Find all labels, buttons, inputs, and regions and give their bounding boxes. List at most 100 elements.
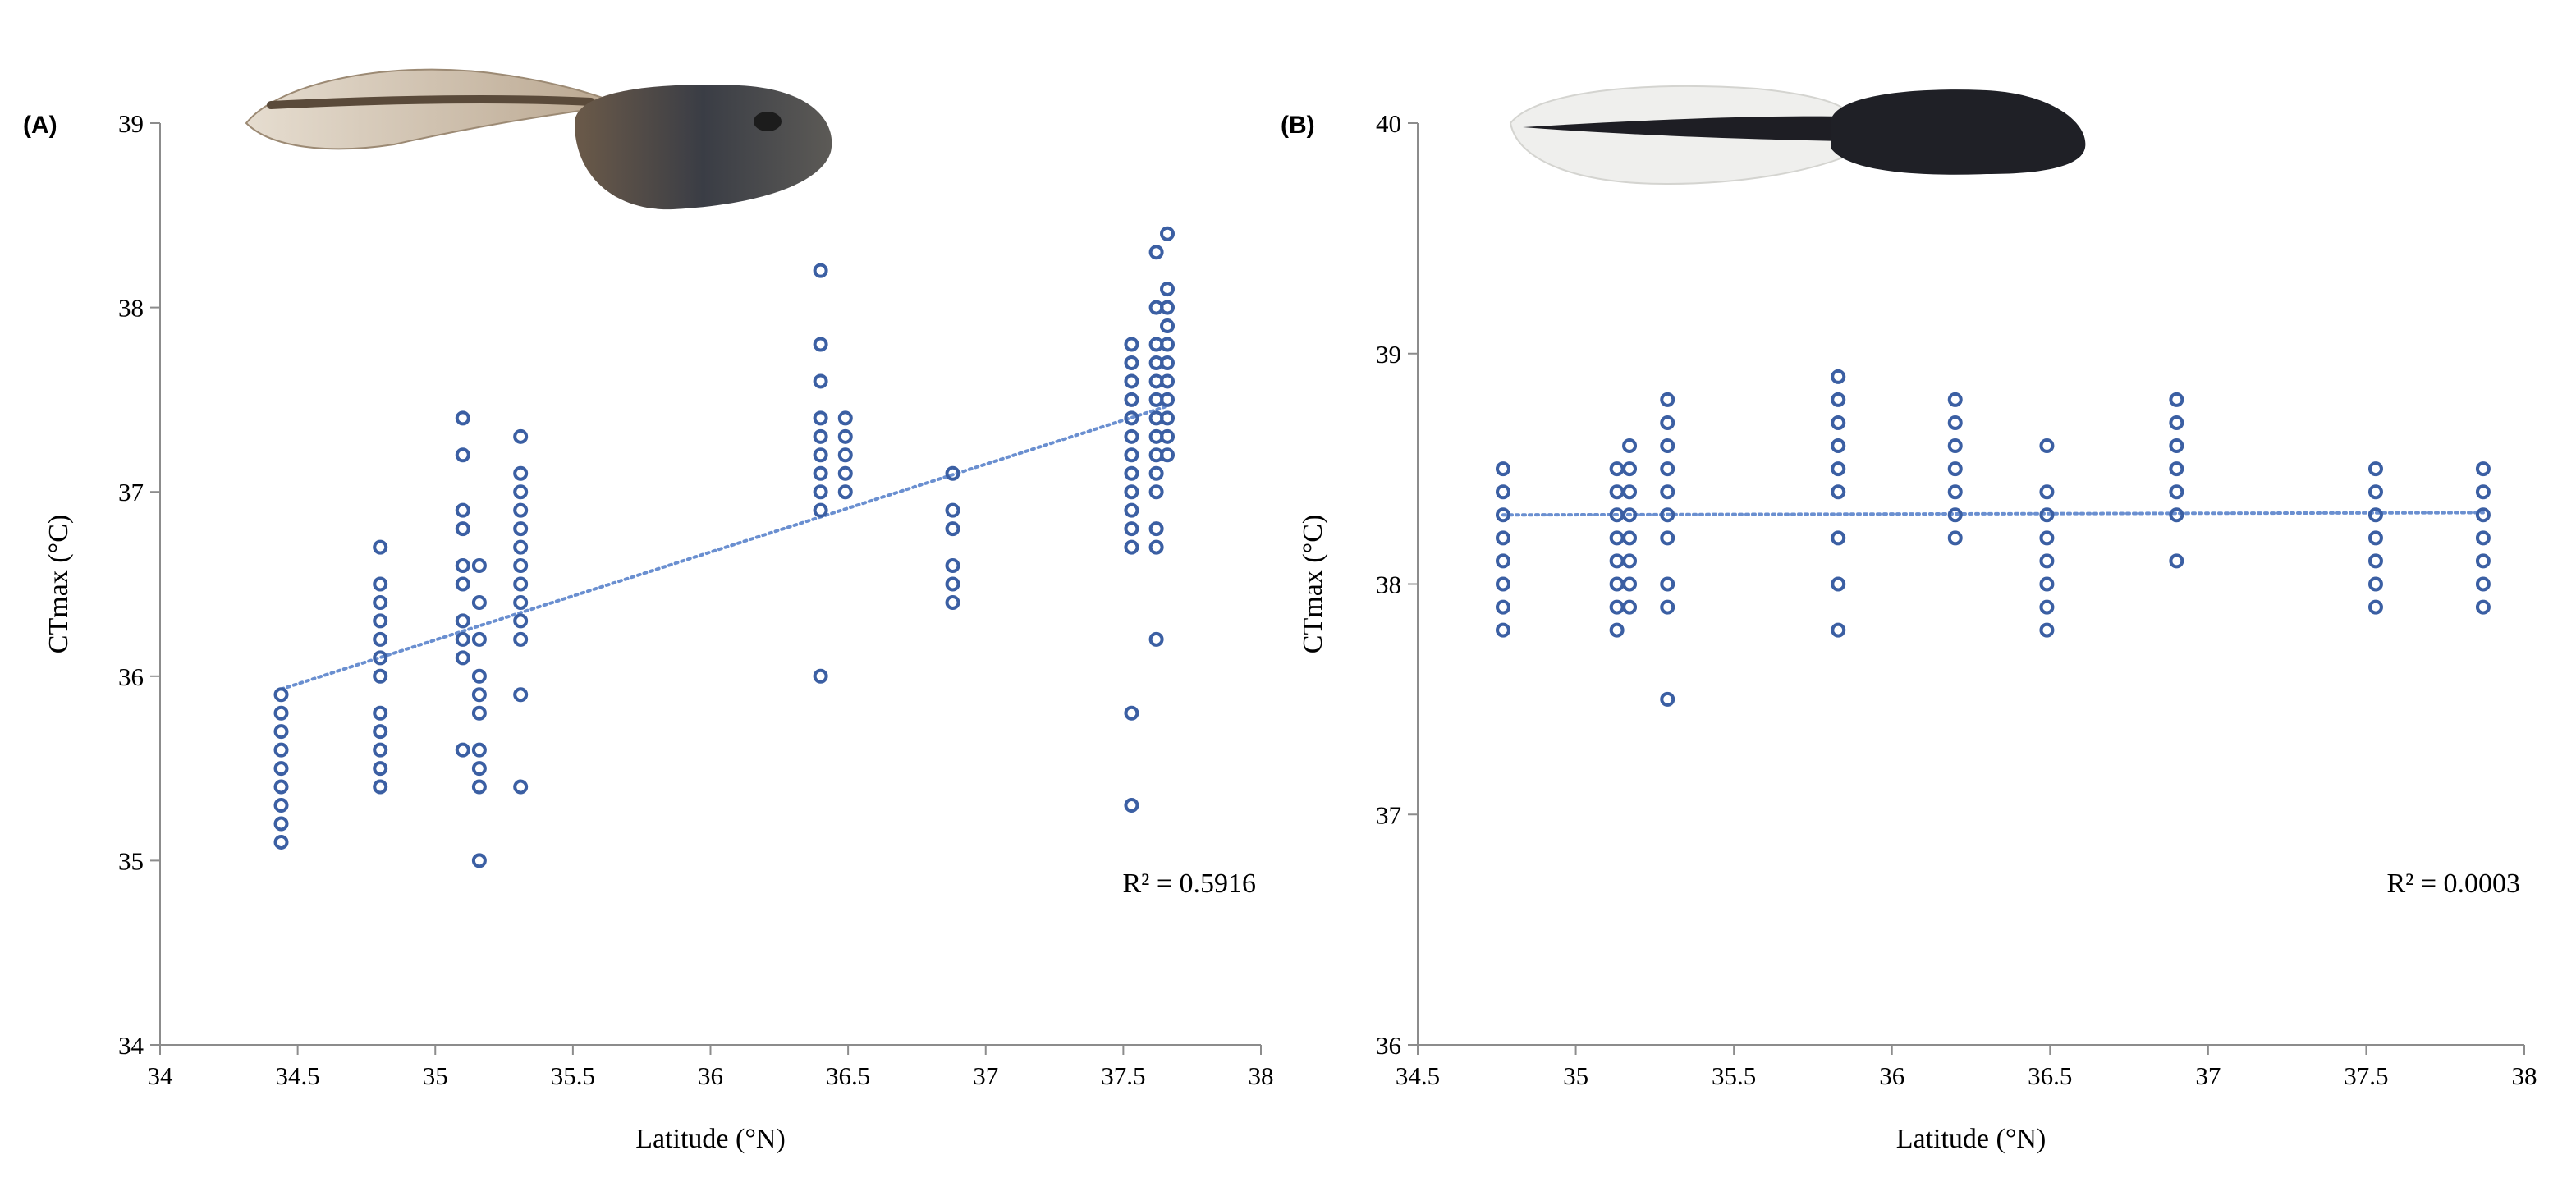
data-point [273, 724, 289, 740]
data-point [1160, 282, 1176, 297]
data-point [471, 668, 487, 684]
data-point [471, 853, 487, 868]
data-point [2475, 484, 2491, 500]
tadpole-illustration-a [245, 68, 832, 210]
data-point [2039, 530, 2055, 546]
x-tick-label: 37 [2195, 1061, 2221, 1090]
y-tick-label: 37 [118, 478, 144, 506]
data-point [1660, 576, 1675, 592]
x-tick-label: 35.5 [1712, 1061, 1756, 1090]
r-squared-label: R² = 0.0003 [2386, 868, 2520, 899]
data-point [273, 816, 289, 832]
data-point [471, 779, 487, 795]
data-point [1148, 245, 1164, 260]
data-point [1124, 447, 1139, 463]
x-tick-label: 37.5 [2344, 1061, 2388, 1090]
data-point [837, 428, 853, 444]
data-point [2367, 530, 2383, 546]
data-point [1495, 576, 1510, 592]
data-point [813, 263, 828, 278]
data-point [273, 705, 289, 721]
data-point [1124, 798, 1139, 813]
data-point [471, 631, 487, 647]
data-point [813, 337, 828, 352]
data-point [1148, 539, 1164, 555]
y-tick-label: 39 [1376, 340, 1401, 369]
data-point [273, 834, 289, 850]
data-point [1609, 553, 1625, 569]
data-point [1160, 337, 1176, 352]
data-point [1660, 507, 1675, 523]
x-tick-label: 36.5 [826, 1061, 870, 1090]
data-point [2475, 530, 2491, 546]
data-point [2367, 461, 2383, 477]
data-point [1148, 521, 1164, 537]
data-point [2169, 553, 2184, 569]
data-point [1609, 461, 1625, 477]
data-point [1124, 373, 1139, 389]
data-point [1160, 300, 1176, 315]
x-tick-label: 35 [1563, 1061, 1588, 1090]
y-tick-label: 35 [118, 846, 144, 875]
x-axis-title: Latitude (°N) [1896, 1124, 2047, 1154]
data-point [273, 779, 289, 795]
tadpole-illustration-b [1509, 85, 2086, 186]
y-tick-label: 40 [1376, 109, 1401, 138]
data-point [513, 502, 529, 518]
data-point [813, 668, 828, 684]
data-point [513, 428, 529, 444]
data-point [837, 465, 853, 481]
data-point [1160, 226, 1176, 241]
chart-panel-b: 36 37 38 39 40 34.5 35 35.5 36 36.5 37 37.5 38 Latitu… [1281, 109, 2537, 1154]
data-point [2169, 507, 2184, 523]
x-tick-label: 34 [148, 1061, 174, 1090]
y-axis-title: CTmax (°C) [44, 515, 74, 653]
data-point [471, 594, 487, 610]
data-point [1947, 461, 1963, 477]
data-point [373, 742, 388, 758]
x-tick-label: 36 [1879, 1061, 1904, 1090]
data-point [455, 447, 470, 463]
data-point [455, 502, 470, 518]
x-tick-label: 34.5 [1396, 1061, 1440, 1090]
x-tick-label: 36 [698, 1061, 723, 1090]
data-point [2039, 553, 2055, 569]
data-point [1124, 539, 1139, 555]
data-point [945, 465, 960, 481]
data-point [945, 594, 960, 610]
x-tick-label: 37 [973, 1061, 998, 1090]
data-point [1609, 599, 1625, 615]
data-point [1947, 507, 1963, 523]
trendline [279, 405, 1167, 691]
data-point [2367, 553, 2383, 569]
data-point [1495, 622, 1510, 638]
data-point [373, 613, 388, 629]
data-point [373, 594, 388, 610]
data-point [1660, 392, 1675, 407]
data-point [813, 410, 828, 426]
data-point [813, 484, 828, 500]
data-point [513, 558, 529, 574]
data-point [1622, 484, 1638, 500]
data-point [1495, 553, 1510, 569]
data-point [1947, 392, 1963, 407]
data-point [373, 779, 388, 795]
data-point [455, 576, 470, 592]
y-tick-label: 39 [118, 109, 144, 138]
data-point [2475, 461, 2491, 477]
data-point [1160, 355, 1176, 370]
data-point [2039, 576, 2055, 592]
data-point [513, 594, 529, 610]
data-point [513, 687, 529, 703]
data-point [471, 705, 487, 721]
data-point [1124, 484, 1139, 500]
data-point [1160, 447, 1176, 463]
data-point [1660, 599, 1675, 615]
data-point [813, 465, 828, 481]
data-point [513, 631, 529, 647]
data-point [1148, 465, 1164, 481]
data-point [273, 798, 289, 813]
data-point [1831, 530, 1846, 546]
data-point [1831, 484, 1846, 500]
data-point [1160, 373, 1176, 389]
